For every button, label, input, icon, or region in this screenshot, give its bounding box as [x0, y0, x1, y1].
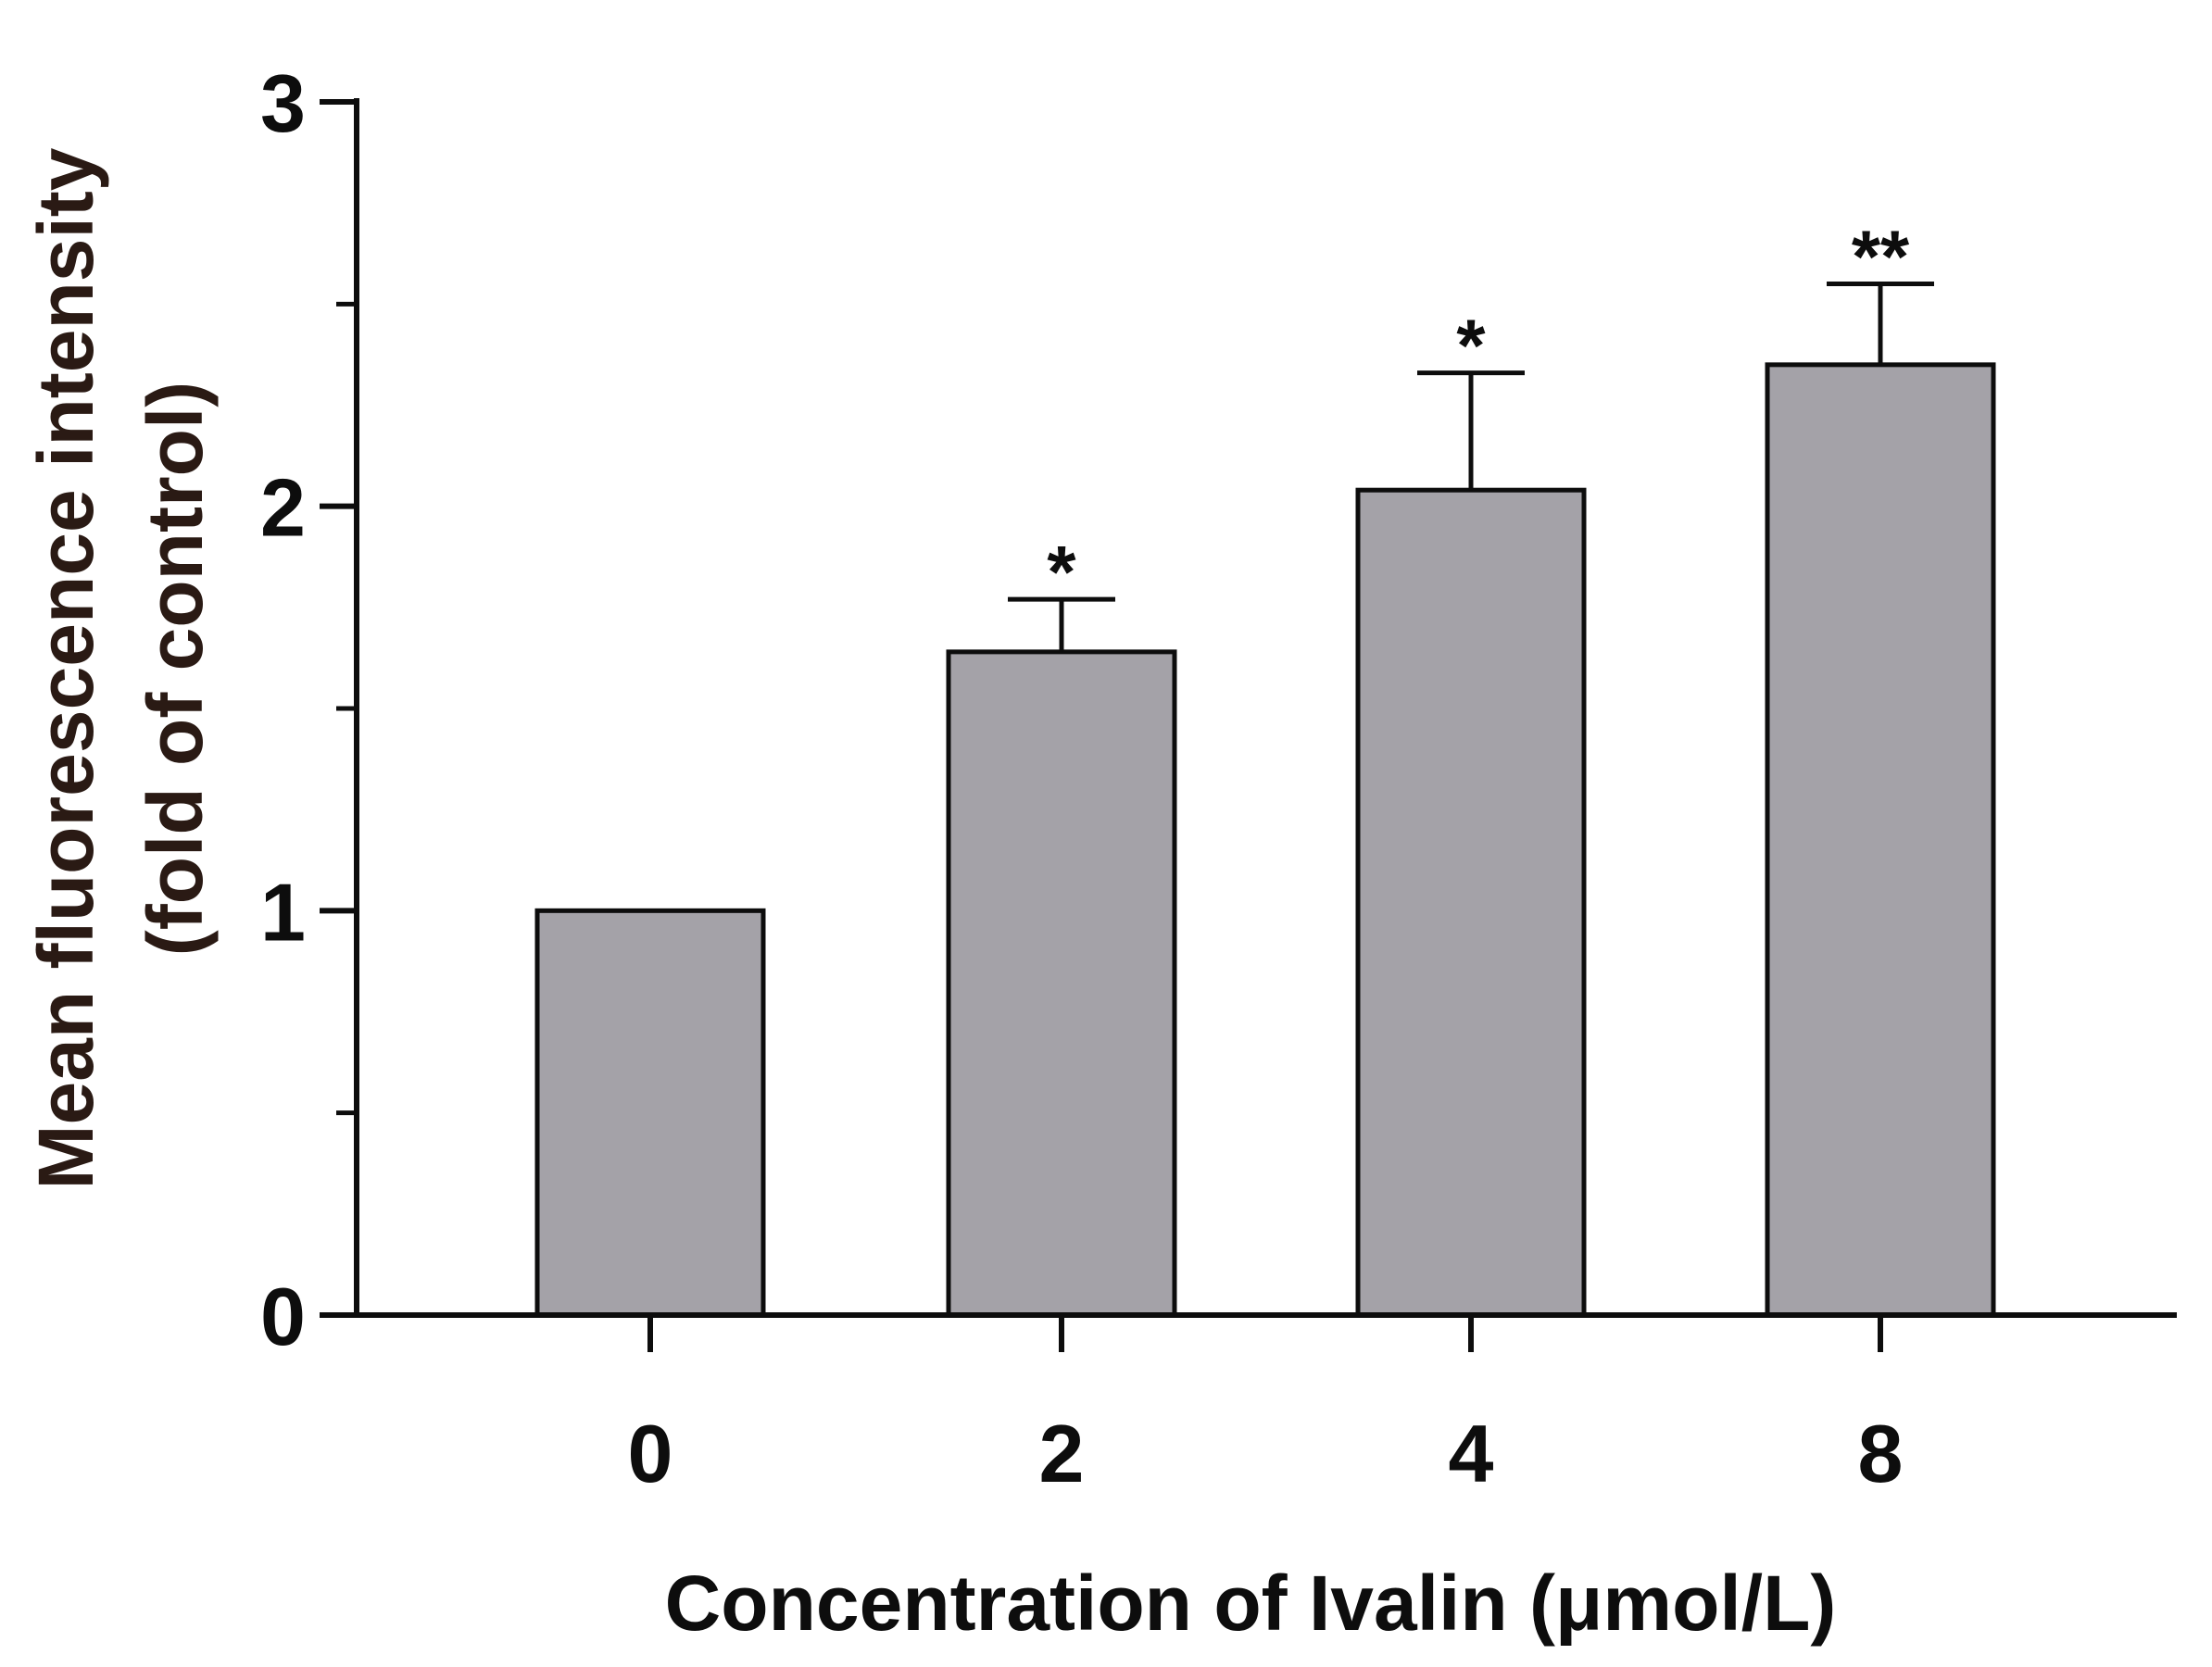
bar-4 — [1355, 487, 1587, 1318]
y-tick-label-1: 1 — [260, 866, 306, 958]
x-tick-label-4: 4 — [1449, 1408, 1494, 1499]
y-axis-title-line-2: (fold of control) — [132, 382, 219, 956]
y-axis-title: Mean fluorescence intensity (fold of con… — [22, 147, 219, 1189]
significance-8: ** — [1852, 216, 1910, 298]
bar-2 — [946, 649, 1177, 1318]
y-tick-label-0: 0 — [260, 1271, 306, 1362]
significance-4: * — [1456, 305, 1486, 387]
bar-8 — [1765, 362, 1996, 1318]
x-axis-title: Concentration of Ivalin (μmol/L) — [665, 1560, 1837, 1647]
significance-2: * — [1047, 531, 1076, 613]
x-tick-label-2: 2 — [1039, 1408, 1085, 1499]
y-tick-label-2: 2 — [260, 462, 306, 554]
y-axis-title-line-1: Mean fluorescence intensity — [22, 147, 109, 1189]
bar-0 — [534, 908, 766, 1318]
x-tick-label-8: 8 — [1858, 1408, 1904, 1499]
y-tick-label-3: 3 — [260, 57, 306, 149]
x-tick-label-0: 0 — [628, 1408, 673, 1499]
